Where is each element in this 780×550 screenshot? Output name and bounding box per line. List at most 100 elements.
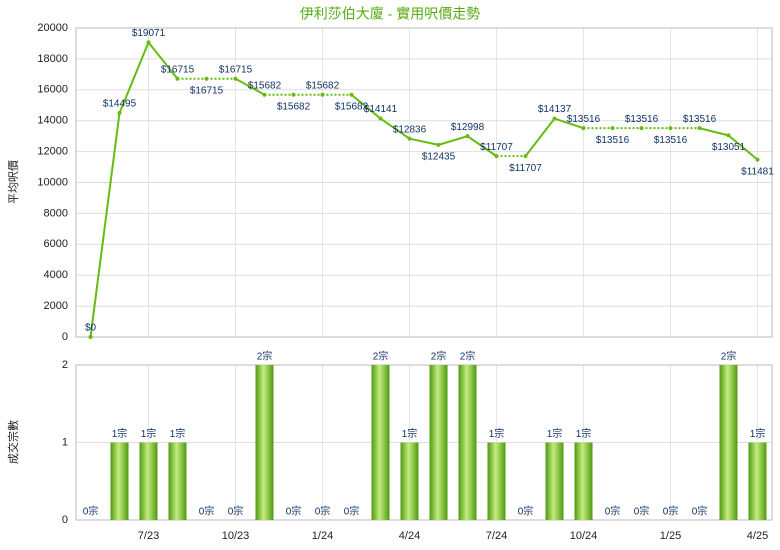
y-tick-label: 1 [62, 436, 68, 448]
point [697, 126, 702, 131]
point [581, 126, 586, 131]
line-segment [350, 93, 382, 120]
y-tick-label: 14000 [37, 115, 68, 127]
value-label: 1宗 [750, 427, 766, 440]
point [639, 126, 644, 131]
point [146, 40, 151, 45]
line-segment [235, 77, 265, 96]
y-tick-label: 2000 [44, 300, 68, 312]
point [668, 126, 673, 131]
value-label: 0宗 [83, 505, 99, 518]
point [291, 92, 296, 97]
point [88, 335, 93, 339]
value-label: $16715 [219, 64, 253, 75]
y-tick-label: 18000 [37, 53, 68, 65]
value-label: 1宗 [112, 427, 128, 440]
bar [139, 442, 158, 520]
point [494, 154, 499, 159]
point [755, 157, 760, 162]
line-segment [466, 135, 498, 157]
value-label: 1宗 [489, 427, 505, 440]
point [378, 116, 383, 121]
y-tick-label: 4000 [44, 269, 68, 281]
x-tick-label: 7/23 [138, 530, 159, 542]
plot-frame [75, 364, 773, 521]
value-label: 0宗 [692, 505, 708, 518]
value-label: $13516 [683, 114, 717, 125]
value-label: 0宗 [286, 505, 302, 518]
y-tick-label: 20000 [37, 22, 68, 34]
value-label: 0宗 [634, 505, 650, 518]
value-label: 1宗 [402, 427, 418, 440]
line-segment [409, 137, 439, 146]
y-tick-label: 10000 [37, 176, 68, 188]
plot-frame [75, 27, 773, 338]
chart-title: 伊利莎伯大廈 - 實用呎價走勢 [300, 6, 480, 22]
value-label: 2宗 [460, 350, 476, 363]
value-label: $12998 [451, 122, 485, 133]
value-label: 2宗 [373, 350, 389, 363]
value-label: 1宗 [576, 427, 592, 440]
x-tick-label: 4/24 [399, 530, 420, 542]
point [407, 136, 412, 141]
value-label: 1宗 [141, 427, 157, 440]
value-label: 0宗 [605, 505, 621, 518]
bar [574, 442, 593, 520]
bar [110, 442, 129, 520]
value-label: $16715 [190, 85, 224, 96]
point [726, 133, 731, 138]
value-label: $13516 [567, 114, 601, 125]
value-label: $14141 [364, 104, 398, 115]
line-segment [524, 117, 556, 157]
value-label: $12836 [393, 124, 427, 135]
x-tick-label: 4/25 [747, 530, 768, 542]
point [320, 92, 325, 97]
value-label: 0宗 [663, 505, 679, 518]
value-label: 2宗 [721, 350, 737, 363]
bar [429, 365, 448, 520]
line-segment [118, 41, 150, 114]
line-segment [699, 127, 729, 137]
value-label: 1宗 [170, 427, 186, 440]
bar [371, 365, 390, 520]
point [552, 116, 557, 121]
value-label: $14137 [538, 104, 572, 115]
value-label: $11481 [741, 166, 774, 177]
value-label: 0宗 [315, 505, 331, 518]
bar [719, 365, 738, 520]
value-label: $14495 [103, 99, 137, 110]
value-label: $11707 [509, 163, 542, 174]
y-tick-label: 0 [62, 331, 68, 343]
value-label: 1宗 [547, 427, 563, 440]
point [436, 142, 441, 147]
line-segment [147, 41, 179, 80]
x-tick-label: 10/23 [222, 530, 250, 542]
line-segment [727, 134, 759, 161]
value-label: 0宗 [344, 505, 360, 518]
line-segment [89, 112, 121, 338]
bar [545, 442, 564, 520]
bar [400, 442, 419, 520]
y-tick-label: 6000 [44, 238, 68, 250]
point [610, 126, 615, 131]
line-segment [379, 117, 411, 140]
y-axis-label: 成交宗數 [6, 420, 20, 464]
point [349, 92, 354, 97]
line-segment [438, 135, 468, 146]
value-label: $15682 [277, 101, 311, 112]
value-label: 0宗 [199, 505, 215, 518]
point [204, 76, 209, 81]
bar [458, 365, 477, 520]
point [117, 111, 122, 116]
point [262, 92, 267, 97]
x-tick-label: 7/24 [486, 530, 507, 542]
value-label: 2宗 [431, 350, 447, 363]
value-label: $15682 [248, 80, 282, 91]
y-tick-label: 16000 [37, 84, 68, 96]
value-label: $0 [85, 323, 97, 334]
value-label: $15682 [306, 80, 340, 91]
x-tick-label: 1/25 [660, 530, 681, 542]
point [175, 76, 180, 81]
y-tick-label: 0 [62, 514, 68, 526]
